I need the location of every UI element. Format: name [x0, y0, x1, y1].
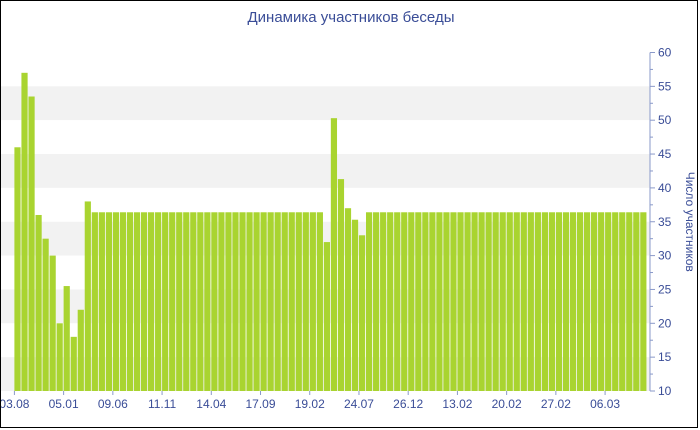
svg-text:25: 25 [658, 282, 672, 296]
svg-text:60: 60 [658, 46, 672, 60]
svg-text:06.03: 06.03 [590, 397, 620, 411]
svg-text:03.08: 03.08 [1, 397, 30, 411]
svg-text:26.12: 26.12 [393, 397, 423, 411]
svg-text:17.09: 17.09 [246, 397, 276, 411]
svg-text:55: 55 [658, 79, 672, 93]
svg-text:13.02: 13.02 [442, 397, 472, 411]
svg-text:11.11: 11.11 [148, 397, 177, 411]
svg-text:05.01: 05.01 [49, 397, 79, 411]
svg-text:10: 10 [658, 384, 672, 398]
svg-text:30: 30 [658, 249, 672, 263]
svg-text:20: 20 [658, 316, 672, 330]
svg-text:14.04: 14.04 [196, 397, 226, 411]
svg-text:15: 15 [658, 350, 672, 364]
svg-text:Число участников: Число участников [683, 172, 697, 272]
svg-text:20.02: 20.02 [492, 397, 522, 411]
svg-text:45: 45 [658, 147, 672, 161]
svg-text:35: 35 [658, 215, 672, 229]
svg-text:19.02: 19.02 [295, 397, 325, 411]
svg-text:09.06: 09.06 [98, 397, 128, 411]
svg-text:27.02: 27.02 [541, 397, 571, 411]
svg-text:50: 50 [658, 113, 672, 127]
svg-text:40: 40 [658, 181, 672, 195]
svg-text:24.07: 24.07 [344, 397, 374, 411]
